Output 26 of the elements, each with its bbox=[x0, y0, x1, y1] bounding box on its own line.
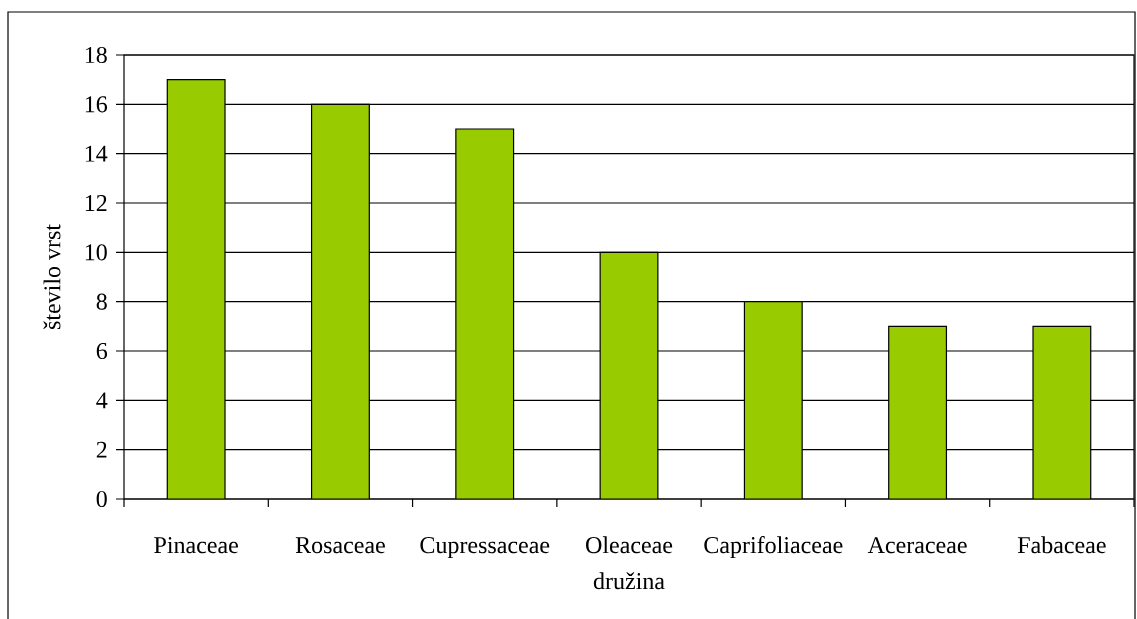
x-tick-label: Aceraceae bbox=[867, 537, 967, 554]
y-tick-label: 0 bbox=[96, 490, 107, 508]
y-axis-title: število vrst bbox=[43, 224, 61, 330]
x-tick-label: Caprifoliaceae bbox=[704, 536, 843, 559]
y-tick-label: 16 bbox=[85, 96, 108, 113]
bar bbox=[455, 128, 515, 499]
x-axis-title: družina bbox=[593, 572, 665, 590]
y-tick-label: 14 bbox=[85, 145, 108, 162]
bar bbox=[310, 103, 370, 499]
x-tick-label: Oleaceae bbox=[586, 536, 673, 554]
x-tick-label: Rosaceae bbox=[295, 537, 385, 554]
y-tick-label: 18 bbox=[85, 46, 107, 64]
bar bbox=[743, 301, 803, 499]
x-tick-label: Fabaceae bbox=[1017, 536, 1106, 554]
x-tick-label: Cupressaceae bbox=[420, 537, 550, 559]
x-tick-label: Pinaceae bbox=[154, 537, 238, 554]
y-tick-label: 10 bbox=[85, 244, 107, 261]
bar bbox=[166, 79, 226, 499]
y-tick-label: 4 bbox=[96, 392, 108, 409]
bar bbox=[888, 325, 948, 499]
bar bbox=[599, 251, 659, 499]
y-tick-label: 6 bbox=[96, 342, 108, 360]
y-tick-label: 2 bbox=[96, 441, 107, 458]
y-tick-label: 8 bbox=[96, 293, 107, 310]
bar bbox=[1032, 325, 1092, 499]
y-tick-label: 12 bbox=[85, 195, 107, 211]
